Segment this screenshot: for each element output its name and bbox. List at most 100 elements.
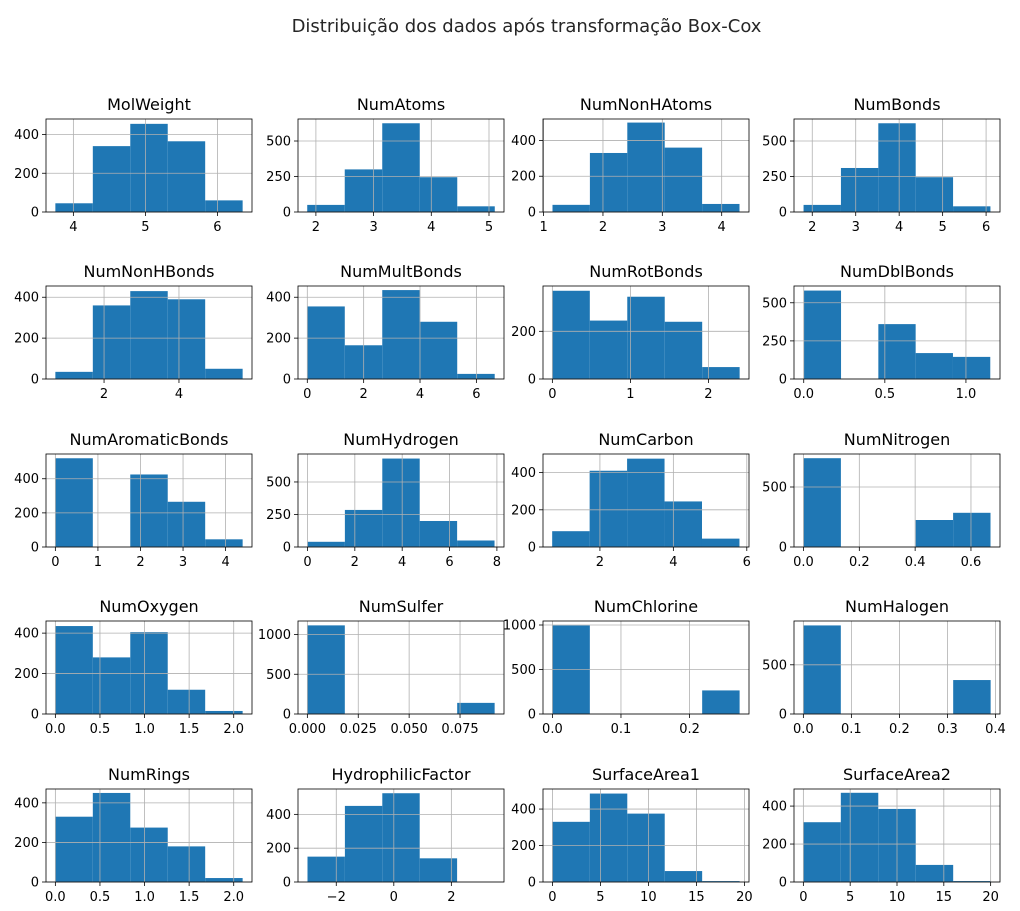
panel-title: NumRotBonds xyxy=(589,262,703,281)
histogram-bar xyxy=(878,123,916,212)
histogram-bar xyxy=(419,520,458,547)
histogram-bar xyxy=(205,539,243,547)
axes-frame xyxy=(297,788,505,883)
axes-frame xyxy=(45,118,253,213)
histogram-bar xyxy=(55,816,93,882)
histogram-bar xyxy=(307,306,345,379)
x-tick-label: 6 xyxy=(472,387,480,402)
y-tick-label: 200 xyxy=(762,838,787,853)
x-tick-label: 0.0 xyxy=(542,722,563,737)
histogram-bar xyxy=(552,821,590,882)
x-tick-label: 1.5 xyxy=(179,722,200,737)
y-tick-label: 0 xyxy=(779,541,787,556)
y-tick-label: 0 xyxy=(779,708,787,723)
y-tick-label: 400 xyxy=(511,803,536,818)
x-tick-label: 2 xyxy=(360,387,368,402)
x-tick-label: 6 xyxy=(982,220,990,235)
y-tick-label: 400 xyxy=(14,128,39,143)
histogram-bar xyxy=(589,320,628,379)
x-tick-label: 2.0 xyxy=(223,890,244,905)
x-tick-label: 15 xyxy=(936,890,953,905)
axes-frame xyxy=(297,620,505,715)
axes-frame xyxy=(542,285,750,380)
histogram-bar xyxy=(205,200,243,212)
x-tick-label: 0.0 xyxy=(45,722,66,737)
x-tick-label: 4 xyxy=(427,220,435,235)
x-tick-label: 4 xyxy=(221,555,229,570)
x-tick-label: 0 xyxy=(548,890,556,905)
histogram-panel: 0.0 0.5 1.0 1.5 2.0 0 200 400 NumOxygen xyxy=(14,597,253,737)
panel-title: HydrophilicFactor xyxy=(331,765,471,784)
histogram-bar xyxy=(627,296,665,379)
histogram-bar xyxy=(915,520,954,547)
x-tick-label: 0.2 xyxy=(889,722,910,737)
panel-title: NumSulfer xyxy=(359,597,444,616)
y-tick-label: 200 xyxy=(14,167,39,182)
y-tick-label: 250 xyxy=(762,334,787,349)
x-tick-label: 4 xyxy=(398,555,406,570)
histogram-panel: 0.0 0.1 0.2 0 500 1000 NumChlorine xyxy=(503,597,750,737)
x-tick-label: 0.2 xyxy=(849,555,870,570)
histogram-bar xyxy=(664,501,702,547)
histogram-bar xyxy=(589,793,628,882)
histogram-bar xyxy=(664,147,703,212)
axes-frame xyxy=(793,453,1001,548)
y-tick-label: 400 xyxy=(511,466,536,481)
y-tick-label: 0 xyxy=(31,541,39,556)
histogram-bar xyxy=(457,702,495,714)
x-tick-label: 4 xyxy=(669,555,677,570)
histogram-bar xyxy=(840,792,879,882)
y-tick-label: 500 xyxy=(762,481,787,496)
x-tick-label: 4 xyxy=(718,220,726,235)
x-tick-label: 0.075 xyxy=(441,722,478,737)
histogram-panel: 1 2 3 4 0 200 400 NumNonHAtoms xyxy=(511,95,750,235)
histogram-bar xyxy=(344,509,383,547)
histogram-panel: 4 5 6 0 200 400 MolWeight xyxy=(14,95,253,235)
histogram-panel: 0 2 4 6 8 0 250 500 NumHydrogen xyxy=(266,430,505,570)
x-tick-label: 5 xyxy=(485,220,493,235)
y-tick-label: 0 xyxy=(528,373,536,388)
x-tick-label: 4 xyxy=(69,220,77,235)
histogram-bar xyxy=(382,793,420,882)
x-tick-label: 8 xyxy=(493,555,501,570)
x-tick-label: 0.4 xyxy=(985,722,1006,737)
histogram-bar xyxy=(953,680,991,714)
histogram-bar xyxy=(307,541,345,547)
histogram-bar xyxy=(803,822,841,882)
x-tick-label: 1 xyxy=(539,220,547,235)
y-tick-label: 0 xyxy=(528,541,536,556)
histogram-bar xyxy=(702,881,740,882)
histogram-bar xyxy=(702,367,740,379)
histogram-bar xyxy=(167,689,206,714)
histogram-bar xyxy=(205,368,243,379)
histogram-panel: 0 2 4 6 0 200 400 NumMultBonds xyxy=(266,262,505,402)
y-tick-label: 200 xyxy=(14,332,39,347)
y-tick-label: 400 xyxy=(14,627,39,642)
histogram-panel: 0 1 2 3 4 0 200 400 NumAromaticBonds xyxy=(14,430,253,570)
histogram-bar xyxy=(92,657,131,714)
x-tick-label: 0.050 xyxy=(391,722,428,737)
x-tick-label: 0 xyxy=(303,387,311,402)
x-tick-label: 0.0 xyxy=(793,722,814,737)
y-tick-label: 0 xyxy=(283,708,291,723)
y-tick-label: 0 xyxy=(528,876,536,891)
y-tick-label: 250 xyxy=(266,508,291,523)
x-tick-label: 2 xyxy=(312,220,320,235)
y-tick-label: 400 xyxy=(511,134,536,149)
histogram-bar xyxy=(878,324,916,379)
histogram-bar xyxy=(457,206,495,212)
x-tick-label: 2.0 xyxy=(223,722,244,737)
axes-frame xyxy=(45,788,253,883)
y-tick-label: 0 xyxy=(283,206,291,221)
histogram-bar xyxy=(55,203,93,212)
panel-title: NumCarbon xyxy=(598,430,693,449)
axes-frame xyxy=(793,285,1001,380)
y-tick-label: 500 xyxy=(511,663,536,678)
panel-title: SurfaceArea1 xyxy=(592,765,700,784)
histogram-bar xyxy=(953,512,991,547)
x-tick-label: 3 xyxy=(369,220,377,235)
y-tick-label: 400 xyxy=(14,472,39,487)
y-tick-label: 200 xyxy=(511,503,536,518)
x-tick-label: 20 xyxy=(982,890,999,905)
y-tick-label: 500 xyxy=(762,135,787,150)
